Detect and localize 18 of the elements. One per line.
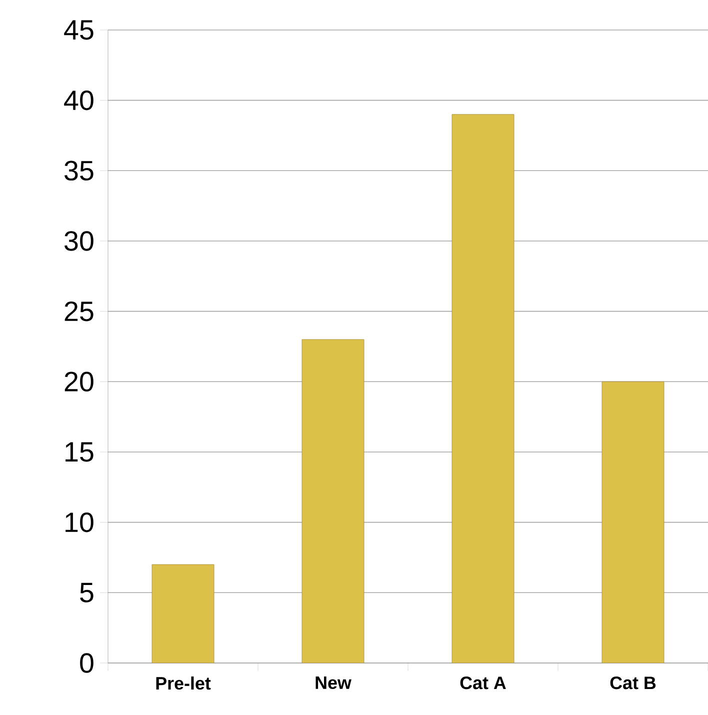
x-tick-label: New xyxy=(316,676,352,690)
y-tick-label: 30 xyxy=(64,231,94,251)
bar xyxy=(452,114,514,663)
y-tick-label: 40 xyxy=(64,90,94,110)
bar xyxy=(152,564,214,663)
x-tick-label: Cat A xyxy=(460,676,506,690)
y-tick-label: 5 xyxy=(80,582,94,602)
y-tick-label: 15 xyxy=(66,442,94,462)
y-tick-label: 0 xyxy=(80,653,94,673)
x-tick-label: Cat B xyxy=(610,676,656,690)
bar xyxy=(302,339,364,663)
y-tick-label: 45 xyxy=(64,20,94,40)
y-tick-label: 25 xyxy=(64,301,94,322)
y-tick-label: 20 xyxy=(64,372,94,392)
bar xyxy=(602,381,664,663)
y-tick-label: 35 xyxy=(64,160,94,181)
x-tick-label: Pre-let xyxy=(156,676,211,690)
y-tick-label: 10 xyxy=(66,512,94,532)
